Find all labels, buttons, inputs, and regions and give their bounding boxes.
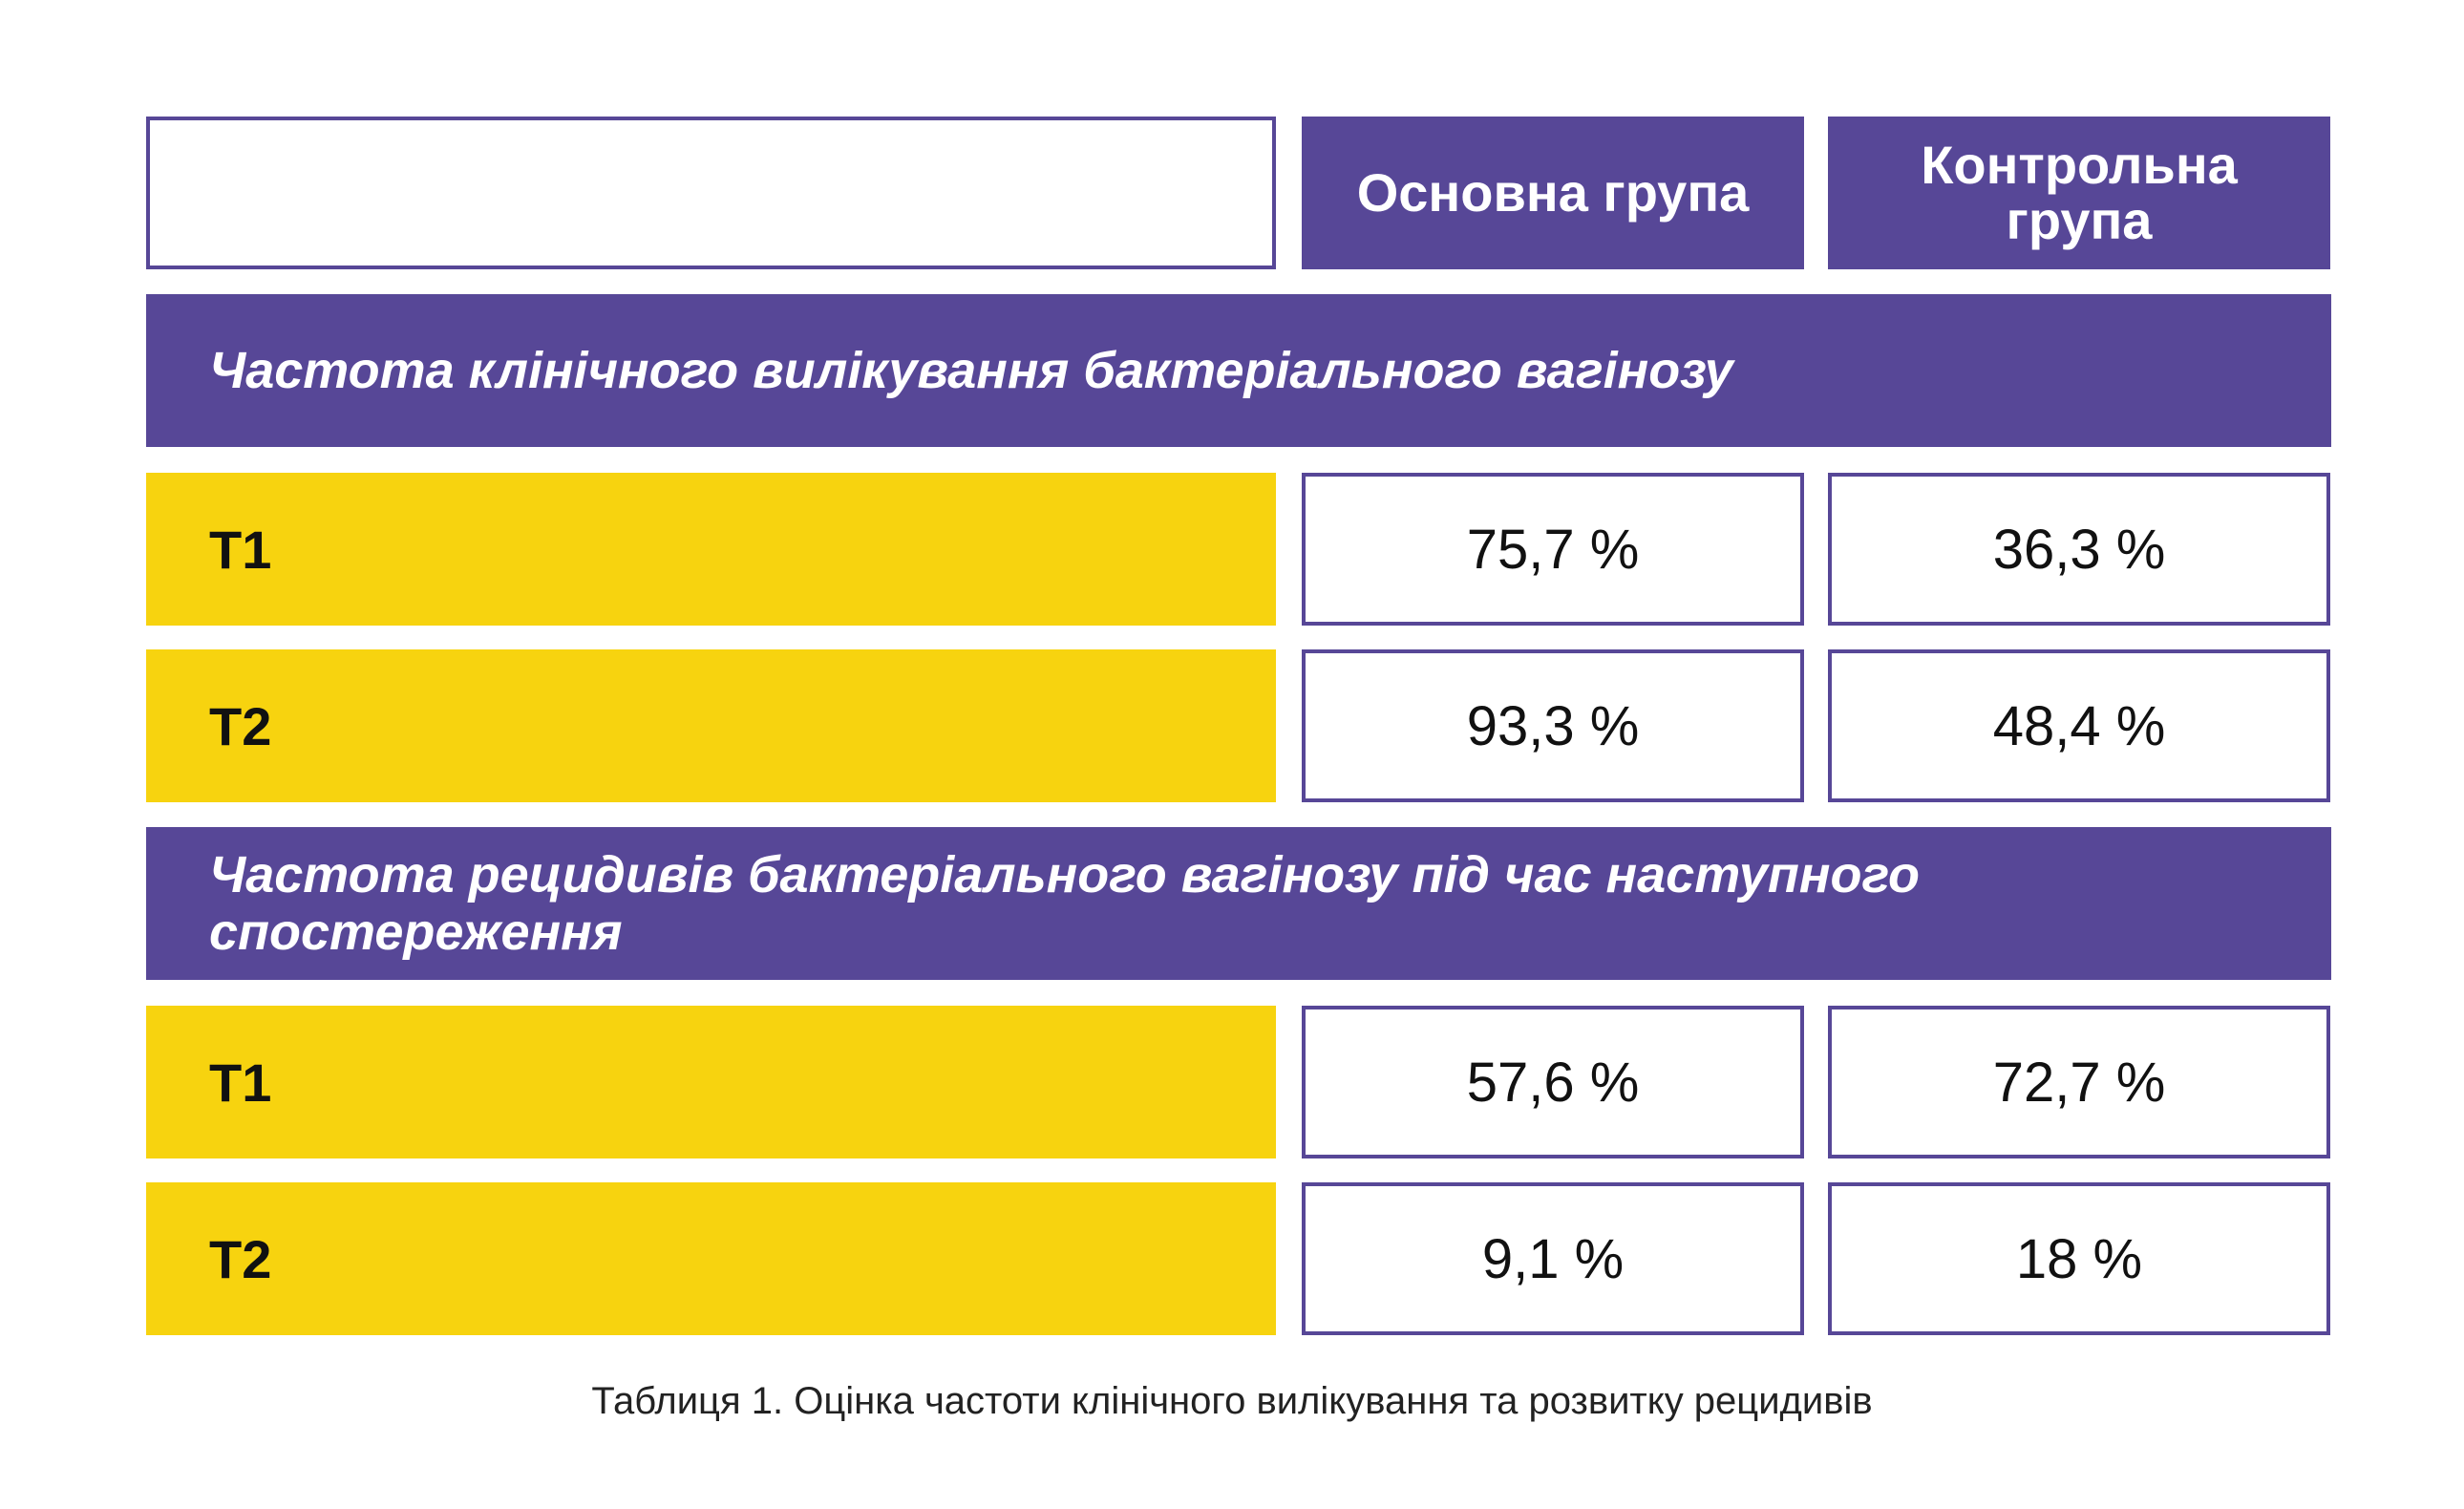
row-label: Т2 [146,1182,1276,1335]
table-caption: Таблиця 1. Оцінка частоти клінічного вил… [591,1380,1873,1422]
value-main: 9,1 % [1302,1182,1804,1335]
row-label: Т1 [146,1006,1276,1158]
section-title-cure: Частота клінічного вилікування бактеріал… [146,294,2331,447]
value-main: 93,3 % [1302,649,1804,802]
value-main: 75,7 % [1302,473,1804,626]
value-control: 48,4 % [1828,649,2330,802]
value-control: 36,3 % [1828,473,2330,626]
value-control: 18 % [1828,1182,2330,1335]
header-control-group: Контрольна група [1828,117,2330,269]
row-label: Т2 [146,649,1276,802]
section-title-relapse: Частота рецидивів бактеріального вагіноз… [146,827,2331,980]
row-label: Т1 [146,473,1276,626]
header-main-group: Основна група [1302,117,1804,269]
value-control: 72,7 % [1828,1006,2330,1158]
header-empty-cell [146,117,1276,269]
value-main: 57,6 % [1302,1006,1804,1158]
